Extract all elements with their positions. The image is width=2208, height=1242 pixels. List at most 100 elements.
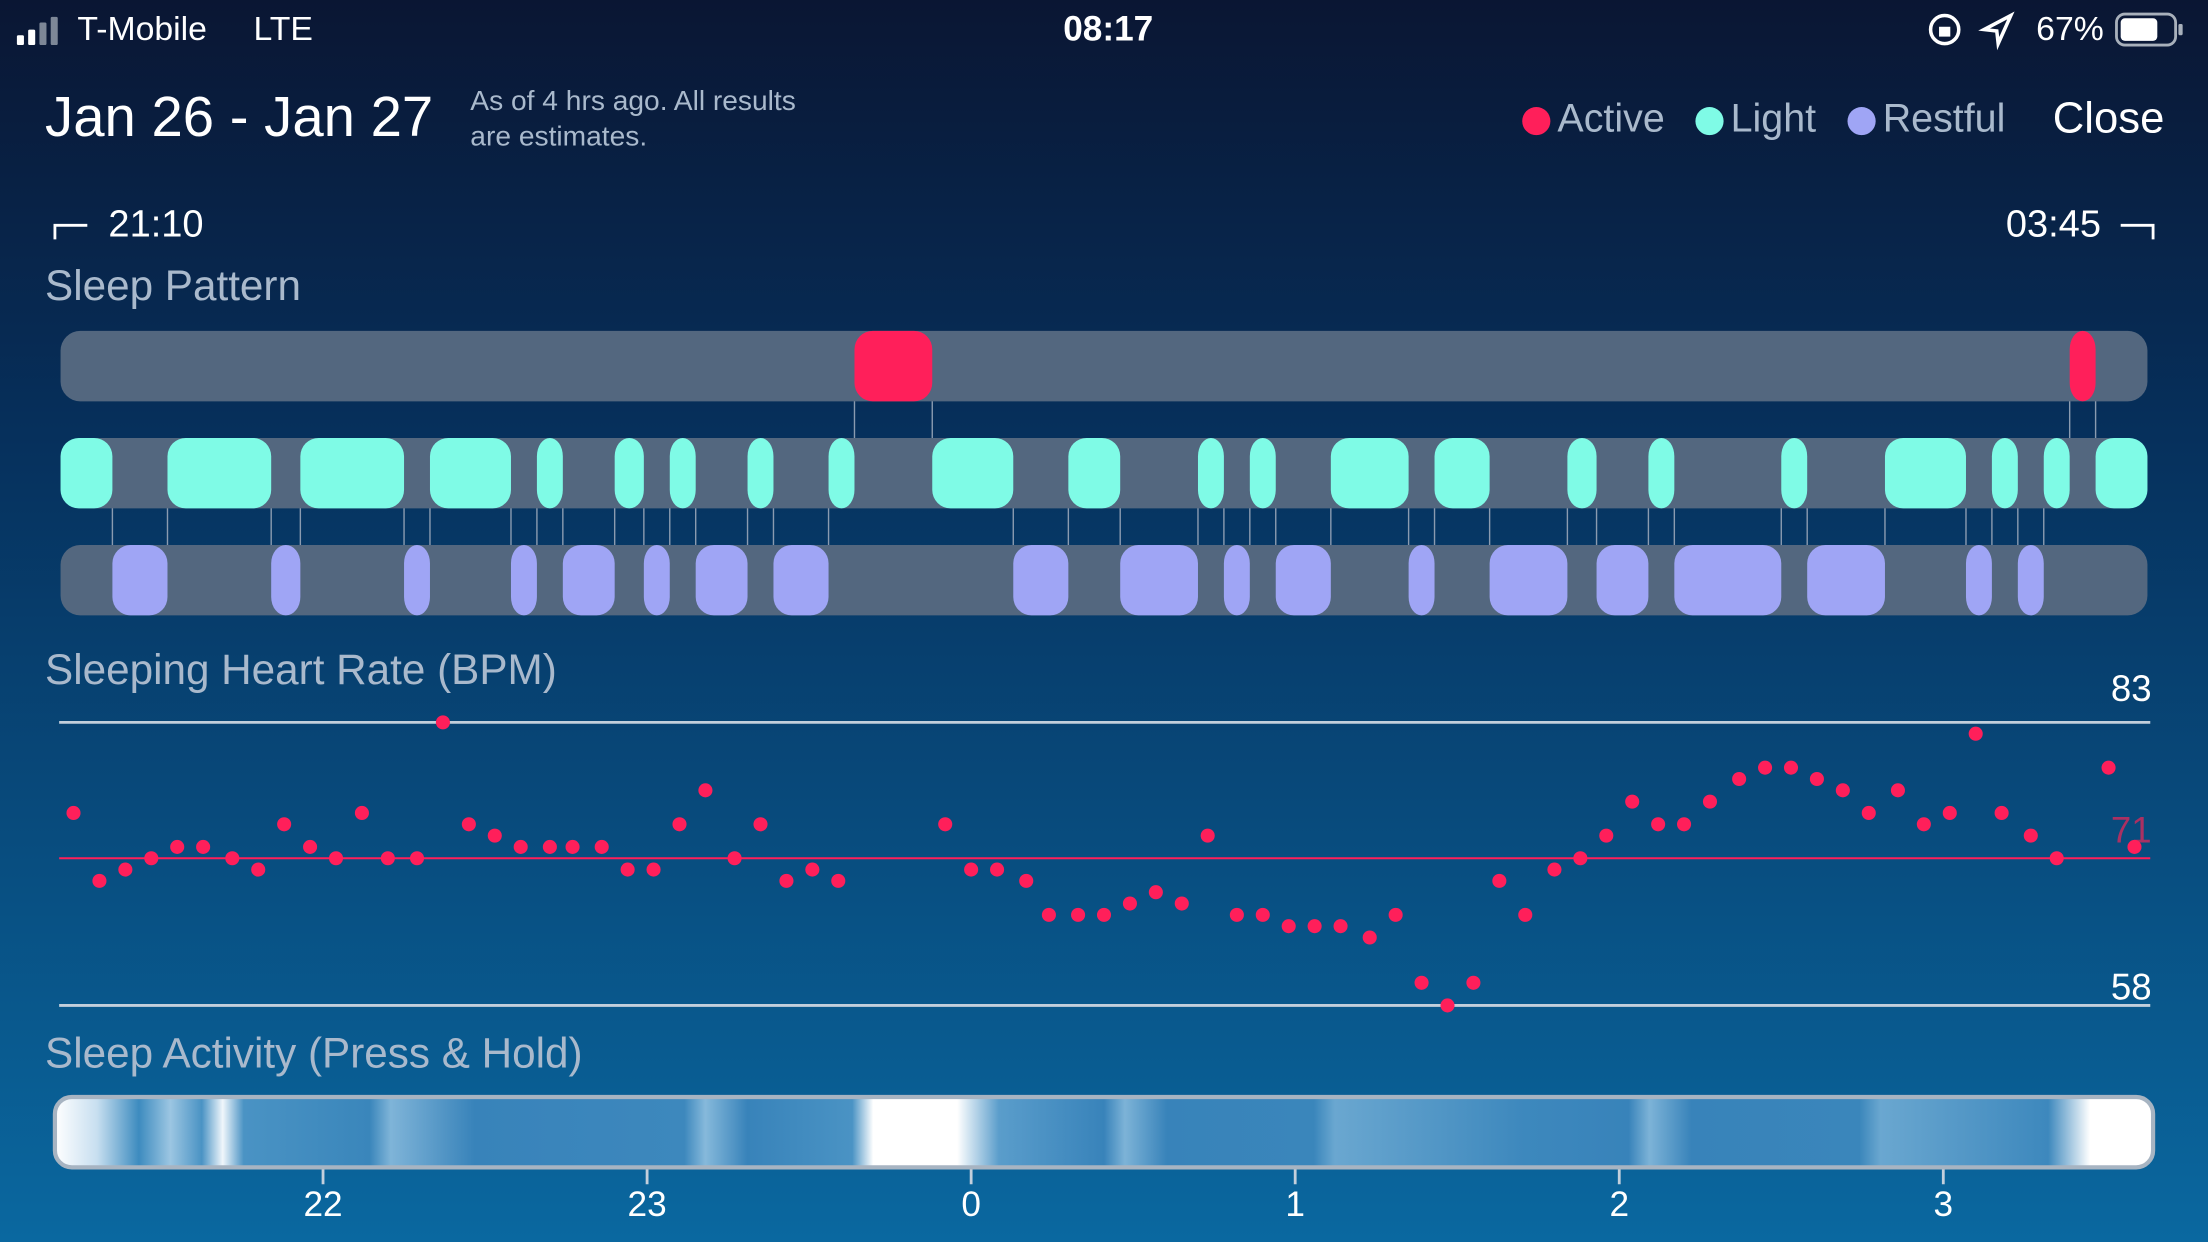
segment [300, 437, 405, 509]
heart-rate-point [435, 715, 450, 730]
heart-rate-point [1071, 907, 1086, 922]
heart-rate-point [753, 817, 768, 832]
heart-rate-point [2127, 839, 2142, 854]
heart-rate-point [1019, 873, 1034, 888]
heart-rate-point [66, 805, 81, 821]
activity-strip[interactable] [52, 1094, 2156, 1170]
x-tick-label: 2 [1609, 1185, 1629, 1224]
heart-rate-point [964, 862, 979, 877]
heart-rate-point [487, 828, 502, 843]
segment [1884, 437, 1966, 509]
segment [1807, 544, 1885, 616]
segment [1275, 544, 1331, 616]
heart-rate-point [144, 851, 159, 866]
heart-rate-point [354, 805, 369, 821]
segment [1596, 544, 1649, 616]
segment [932, 437, 1014, 509]
heart-rate-point [251, 862, 266, 877]
heart-rate-point [1148, 885, 1163, 900]
heart-rate-point [1281, 919, 1296, 934]
segment [1120, 544, 1198, 616]
rotation-lock-icon [1928, 13, 1961, 46]
heart-rate-point [1732, 771, 1747, 787]
legend-label: Light [1731, 97, 1817, 141]
heart-rate-point [1255, 907, 1270, 922]
segment [60, 437, 113, 509]
segment [1249, 437, 1276, 509]
segment [695, 544, 748, 616]
note: are estimates. [470, 120, 647, 151]
heart-rate-point [1122, 896, 1137, 911]
heart-rate-point [1041, 907, 1056, 922]
segment [747, 437, 774, 509]
segment [167, 437, 272, 509]
heart-rate-point [1890, 783, 1905, 798]
end-time: 03:45 [2006, 204, 2101, 246]
heart-rate-point [990, 862, 1005, 877]
heart-rate-point [1651, 817, 1666, 832]
heart-rate-point [118, 862, 133, 877]
heart-rate-point [225, 851, 240, 866]
segment [1965, 544, 1992, 616]
segment [1674, 544, 1782, 616]
segment [1013, 544, 1069, 616]
y-tick-label: 58 [2111, 967, 2152, 1008]
heart-rate-point [196, 839, 211, 854]
segment [2095, 437, 2148, 509]
section-title: Sleep Pattern [45, 262, 301, 309]
legend-label: Active [1557, 97, 1664, 141]
heart-rate-point [1968, 726, 1983, 741]
segment [536, 437, 563, 509]
heart-rate-point [1388, 907, 1403, 922]
heart-rate-point [1702, 794, 1718, 809]
segment [1991, 437, 2018, 509]
segment [1781, 437, 1808, 509]
segment [614, 437, 644, 509]
segment [2069, 330, 2096, 402]
x-tick-label: 22 [303, 1185, 342, 1224]
segment [669, 437, 696, 509]
heart-rate-point [2049, 851, 2064, 866]
heart-rate-point [938, 817, 953, 832]
heart-rate-point [461, 817, 476, 832]
heart-rate-point [303, 839, 318, 854]
location-icon [1978, 11, 2015, 51]
heart-rate-point [1573, 851, 1588, 866]
heart-rate-point [1307, 919, 1322, 934]
heart-rate-point [1809, 771, 1824, 787]
segment [773, 544, 829, 616]
network: LTE [253, 10, 312, 48]
heart-rate-point [1677, 817, 1692, 832]
segment [1068, 437, 1121, 509]
legend-swatch [1847, 107, 1876, 136]
heart-rate-point [277, 817, 292, 832]
heart-rate-point [1861, 805, 1876, 821]
y-tick-label: 83 [2111, 668, 2152, 709]
heart-rate-point [672, 817, 687, 832]
segment [828, 437, 855, 509]
heart-rate-point [328, 851, 344, 866]
heart-rate-point [1096, 907, 1112, 922]
legend-swatch [1695, 107, 1724, 136]
legend-label: Restful [1883, 97, 2006, 141]
clock: 08:17 [1063, 9, 1153, 48]
segment [1408, 544, 1435, 616]
heart-rate-point [1333, 919, 1348, 934]
heart-rate-point [380, 851, 395, 866]
heart-rate-point [620, 862, 635, 877]
heart-rate-point [170, 839, 185, 854]
close-button[interactable]: Close [2053, 94, 2165, 143]
segment [1648, 437, 1675, 509]
range-bracket [53, 223, 88, 240]
heart-rate-point [565, 839, 580, 854]
heart-rate-point [594, 839, 609, 854]
heart-rate-point [92, 873, 107, 888]
heart-rate-point [1466, 975, 1481, 990]
heart-rate-point [1440, 998, 1455, 1013]
heart-rate-point [542, 839, 557, 854]
x-tick-label: 23 [628, 1185, 667, 1224]
heart-rate-point [727, 851, 742, 866]
battery-icon [2115, 12, 2183, 47]
